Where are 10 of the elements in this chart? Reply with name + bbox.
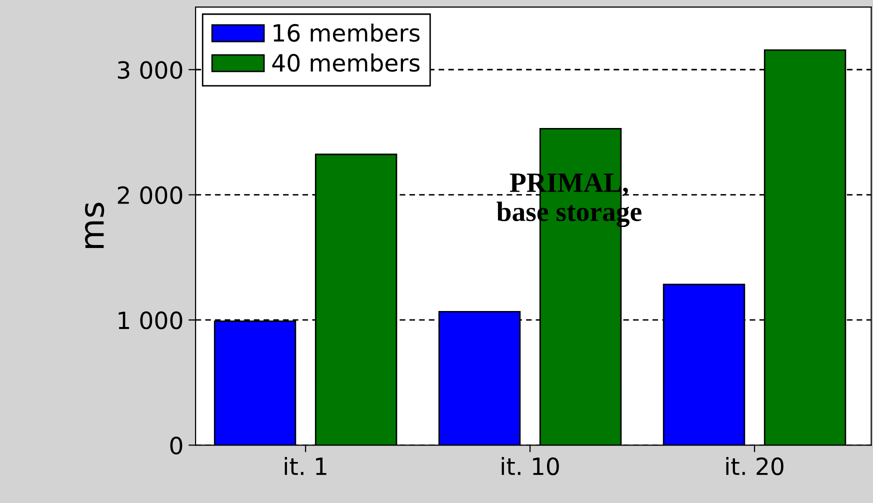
y-tick-label: 1 000 — [118, 311, 182, 330]
y-tick-label: 0 — [170, 436, 182, 454]
x-tick-label: it. 20 — [726, 456, 784, 476]
x-tick-label: it. 1 — [284, 456, 326, 475]
y-axis-title: ms — [85, 202, 104, 248]
x-tick-label: it. 10 — [502, 456, 559, 476]
legend-label: 16 members — [274, 24, 420, 42]
legend-label: 40 members — [272, 54, 420, 72]
y-tick-label: 2 000 — [118, 186, 182, 204]
y-tick-label: 3 000 — [118, 61, 182, 79]
